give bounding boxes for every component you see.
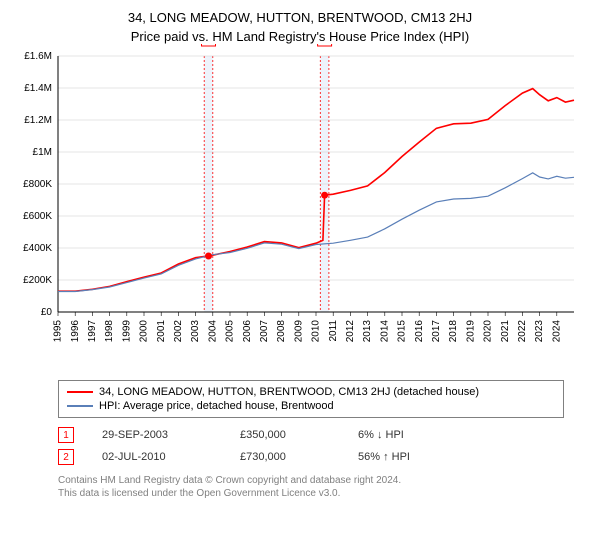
sales-table: 1 29-SEP-2003 £350,000 6% ↓ HPI 2 02-JUL… xyxy=(58,424,564,468)
svg-text:2001: 2001 xyxy=(156,320,167,343)
chart-area: £0 £200K £400K £600K £800K £1M £1.2M £1.4M £1.6M… xyxy=(0,44,600,374)
svg-text:2006: 2006 xyxy=(242,320,253,343)
sale-marker-icon: 2 xyxy=(58,449,74,465)
svg-text:2010: 2010 xyxy=(311,320,322,343)
svg-text:£200K: £200K xyxy=(23,275,52,286)
svg-text:2008: 2008 xyxy=(276,320,287,343)
sale-delta: 56% ↑ HPI xyxy=(358,451,458,463)
svg-text:2018: 2018 xyxy=(448,320,459,343)
svg-text:2020: 2020 xyxy=(483,320,494,343)
sale-date: 29-SEP-2003 xyxy=(102,429,212,441)
svg-text:1: 1 xyxy=(206,44,212,46)
sale-delta: 6% ↓ HPI xyxy=(358,429,458,441)
sales-row: 1 29-SEP-2003 £350,000 6% ↓ HPI xyxy=(58,424,564,446)
svg-text:1998: 1998 xyxy=(104,320,115,343)
svg-text:2: 2 xyxy=(322,44,328,46)
footer-note: Contains HM Land Registry data © Crown c… xyxy=(58,474,564,500)
chart-svg: £0 £200K £400K £600K £800K £1M £1.2M £1.4M £1.6M… xyxy=(0,44,600,374)
svg-text:2000: 2000 xyxy=(139,320,150,343)
svg-text:1995: 1995 xyxy=(53,320,64,343)
svg-text:2012: 2012 xyxy=(345,320,356,343)
svg-text:2002: 2002 xyxy=(173,320,184,343)
title-sub: Price paid vs. HM Land Registry's House … xyxy=(0,29,600,44)
legend-label: HPI: Average price, detached house, Bren… xyxy=(99,400,334,412)
svg-text:2021: 2021 xyxy=(500,320,511,343)
svg-text:2007: 2007 xyxy=(259,320,270,343)
svg-text:2011: 2011 xyxy=(328,320,339,342)
title-block: 34, LONG MEADOW, HUTTON, BRENTWOOD, CM13… xyxy=(0,0,600,44)
svg-text:2014: 2014 xyxy=(379,320,390,343)
svg-text:2017: 2017 xyxy=(431,320,442,343)
svg-text:£1.2M: £1.2M xyxy=(24,115,52,126)
svg-text:£400K: £400K xyxy=(23,243,52,254)
svg-text:1996: 1996 xyxy=(70,320,81,343)
svg-text:2022: 2022 xyxy=(517,320,528,343)
legend-item: 34, LONG MEADOW, HUTTON, BRENTWOOD, CM13… xyxy=(67,385,555,399)
svg-text:2019: 2019 xyxy=(465,320,476,343)
sale-date: 02-JUL-2010 xyxy=(102,451,212,463)
svg-text:2013: 2013 xyxy=(362,320,373,343)
svg-text:1997: 1997 xyxy=(87,320,98,343)
svg-text:£800K: £800K xyxy=(23,179,52,190)
footer-line: Contains HM Land Registry data © Crown c… xyxy=(58,474,564,487)
sales-row: 2 02-JUL-2010 £730,000 56% ↑ HPI xyxy=(58,446,564,468)
svg-text:£0: £0 xyxy=(41,307,53,318)
legend-swatch xyxy=(67,405,93,407)
legend-item: HPI: Average price, detached house, Bren… xyxy=(67,399,555,413)
svg-text:1999: 1999 xyxy=(121,320,132,343)
svg-text:2003: 2003 xyxy=(190,320,201,343)
svg-text:2004: 2004 xyxy=(207,320,218,343)
svg-text:2024: 2024 xyxy=(551,320,562,343)
legend: 34, LONG MEADOW, HUTTON, BRENTWOOD, CM13… xyxy=(58,380,564,418)
title-main: 34, LONG MEADOW, HUTTON, BRENTWOOD, CM13… xyxy=(0,10,600,25)
sale-price: £730,000 xyxy=(240,451,330,463)
svg-text:£600K: £600K xyxy=(23,211,52,222)
legend-label: 34, LONG MEADOW, HUTTON, BRENTWOOD, CM13… xyxy=(99,386,479,398)
svg-text:2005: 2005 xyxy=(225,320,236,343)
svg-text:2015: 2015 xyxy=(397,320,408,343)
svg-text:2016: 2016 xyxy=(414,320,425,343)
svg-text:£1.4M: £1.4M xyxy=(24,83,52,94)
svg-text:2009: 2009 xyxy=(293,320,304,343)
sale-marker-icon: 1 xyxy=(58,427,74,443)
footer-line: This data is licensed under the Open Gov… xyxy=(58,487,564,500)
svg-text:2023: 2023 xyxy=(534,320,545,343)
sale-price: £350,000 xyxy=(240,429,330,441)
svg-text:£1M: £1M xyxy=(33,147,52,158)
legend-swatch xyxy=(67,391,93,393)
svg-text:£1.6M: £1.6M xyxy=(24,51,52,62)
chart-container: 34, LONG MEADOW, HUTTON, BRENTWOOD, CM13… xyxy=(0,0,600,500)
